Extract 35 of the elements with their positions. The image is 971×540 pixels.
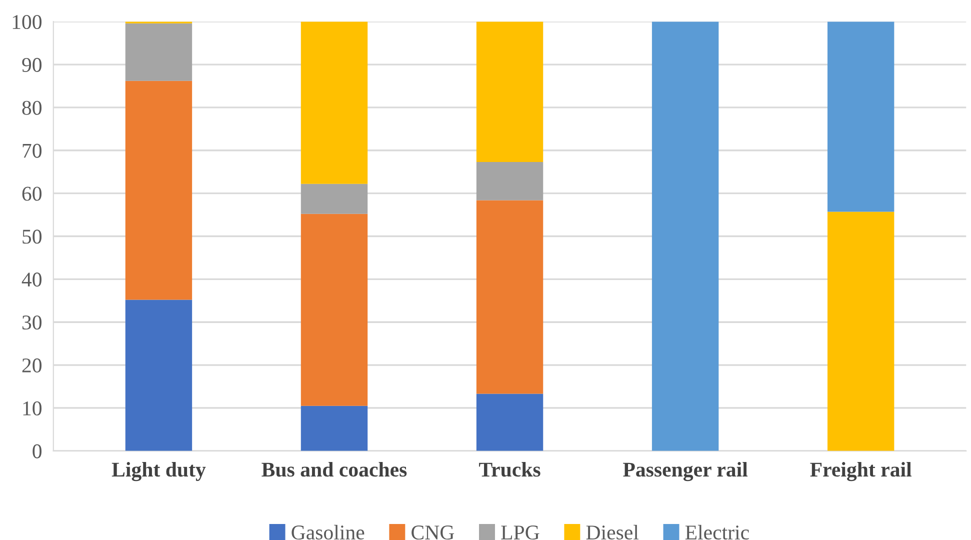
y-tick-label: 30 — [22, 315, 42, 330]
x-tick-label: Trucks — [479, 462, 540, 477]
bar — [300, 406, 368, 451]
y-tick-label: 80 — [22, 100, 42, 115]
x-tick-label: Light duty — [112, 462, 206, 482]
bar — [476, 394, 544, 451]
y-tick-label: 40 — [22, 272, 42, 287]
y-tick-label: 100 — [12, 14, 42, 30]
bar — [827, 212, 894, 451]
legend-label: Gasoline — [292, 524, 364, 540]
y-tick-label: 60 — [22, 186, 42, 201]
bar — [476, 200, 544, 394]
bar — [300, 184, 368, 214]
y-tick-label: 20 — [22, 358, 42, 372]
bar — [652, 22, 719, 451]
legend-label: CNG — [412, 526, 454, 540]
legend-label: Electric — [685, 524, 749, 540]
bar — [125, 23, 192, 81]
bar — [476, 162, 544, 200]
y-tick-label: 50 — [22, 230, 42, 244]
y-tick-label: 0 — [32, 444, 42, 458]
bar — [125, 80, 192, 300]
legend-label: LPG — [501, 526, 540, 540]
bar — [125, 300, 192, 451]
bar — [300, 214, 368, 406]
y-tick-label: 70 — [22, 144, 42, 158]
x-tick-label: Passenger rail — [623, 462, 748, 482]
y-tick-label: 10 — [23, 401, 42, 416]
x-tick-label: Bus and coaches — [262, 462, 407, 477]
bar — [827, 22, 894, 212]
y-tick-label: 90 — [22, 58, 42, 72]
x-tick-label: Freight rail — [810, 462, 912, 482]
bar — [300, 22, 368, 184]
bar — [476, 22, 544, 162]
legend-label: Diesel — [586, 524, 639, 540]
